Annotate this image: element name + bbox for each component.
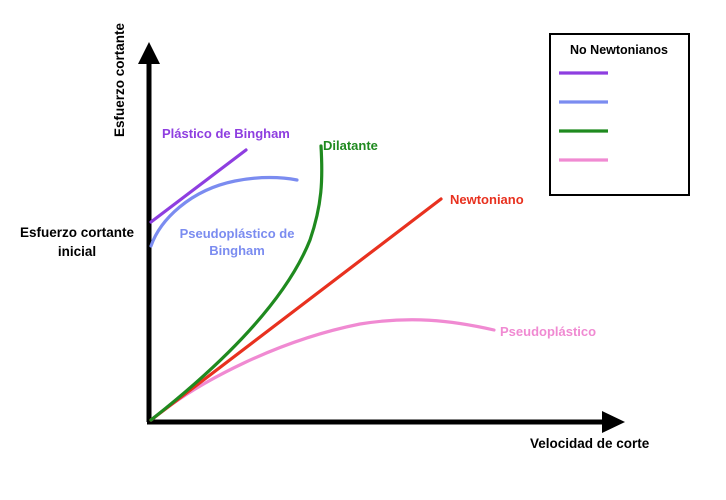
curve-pseudoplastico bbox=[149, 318, 496, 422]
label-pseudoplastico-bingham-line1: Pseudoplástico de bbox=[180, 226, 295, 241]
legend-box bbox=[549, 33, 690, 196]
y-axis-arrowhead bbox=[138, 42, 160, 64]
label-plastico-bingham: Plástico de Bingham bbox=[162, 126, 290, 141]
initial-stress-label-line1: Esfuerzo cortante bbox=[20, 225, 135, 240]
label-newtoniano: Newtoniano bbox=[450, 192, 524, 207]
y-axis-label: Esfuerzo cortante bbox=[112, 22, 127, 137]
initial-stress-label-line2: inicial bbox=[58, 244, 96, 259]
curve-newtoniano bbox=[149, 197, 443, 422]
label-pseudoplastico: Pseudoplástico bbox=[500, 324, 596, 339]
curves bbox=[149, 144, 496, 422]
axes bbox=[138, 42, 625, 433]
legend: No Newtonianos bbox=[549, 33, 690, 196]
curve-pseudoplastico-bingham bbox=[149, 175, 299, 248]
x-axis-arrowhead bbox=[602, 411, 625, 433]
curve-dilatante bbox=[149, 144, 324, 422]
label-pseudoplastico-bingham-line2: Bingham bbox=[209, 243, 265, 258]
x-axis-label: Velocidad de corte bbox=[530, 436, 650, 451]
curve-plastico-bingham bbox=[149, 148, 248, 224]
legend-title: No Newtonianos bbox=[570, 43, 668, 57]
label-dilatante: Dilatante bbox=[323, 138, 378, 153]
